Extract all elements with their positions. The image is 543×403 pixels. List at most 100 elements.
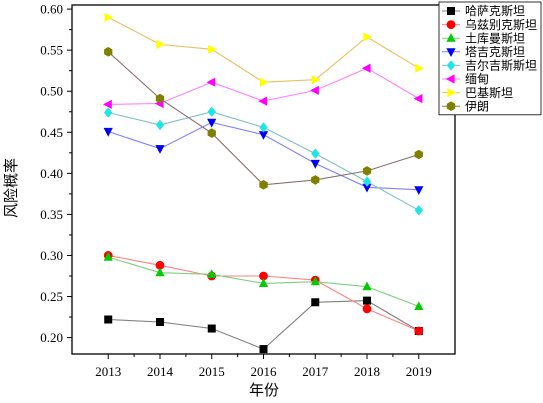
data-point (207, 269, 217, 278)
legend-item: 哈萨克斯坦 (442, 4, 525, 18)
data-point (155, 145, 165, 154)
data-point (258, 131, 269, 140)
legend-marker (446, 101, 456, 111)
legend-marker (447, 7, 455, 15)
data-point (259, 271, 268, 281)
legend-label: 土库曼斯坦 (465, 30, 525, 45)
data-point (103, 99, 112, 109)
x-tick-label: 2019 (406, 364, 432, 379)
data-point (311, 298, 320, 307)
data-point (155, 267, 165, 277)
legend-item: 巴基斯坦 (442, 86, 513, 100)
data-point (208, 44, 217, 54)
data-point (155, 119, 165, 131)
data-point (258, 96, 268, 106)
data-point (310, 159, 320, 169)
y-tick-label: 0.30 (40, 248, 63, 263)
data-point (413, 94, 423, 104)
y-tick-label: 0.60 (40, 2, 63, 17)
data-point (414, 149, 423, 160)
x-tick-label: 2014 (147, 364, 174, 379)
data-point (156, 39, 166, 49)
data-point (362, 176, 372, 187)
data-point (207, 324, 216, 333)
data-point (414, 301, 424, 310)
legend-item: 伊朗 (442, 99, 489, 113)
legend-label: 哈萨克斯坦 (465, 4, 525, 18)
y-tick-label: 0.20 (40, 330, 63, 345)
legend-label: 巴基斯坦 (465, 86, 513, 100)
x-tick-label: 2018 (354, 364, 380, 379)
legend-label: 伊朗 (465, 99, 489, 113)
legend-marker (447, 88, 457, 98)
legend-item: 缅甸 (442, 72, 489, 86)
data-point (311, 75, 321, 85)
y-tick-label: 0.50 (40, 84, 63, 99)
data-point (361, 63, 371, 73)
data-point (258, 278, 269, 287)
axes: 2013 2014 2015 2016 2017 2018 2019 0.20 0.25 0.30… (40, 2, 456, 379)
data-point (103, 127, 113, 137)
data-point (310, 85, 319, 95)
x-tick-label: 2017 (302, 364, 329, 379)
data-point (259, 180, 268, 190)
series-1 (104, 296, 423, 354)
data-point (259, 122, 268, 133)
legend-marker (446, 20, 456, 29)
series-line (108, 300, 420, 350)
data-point (155, 93, 165, 104)
series-layer (103, 12, 424, 354)
data-point (414, 186, 424, 195)
legend-item: 塔吉克斯坦 (442, 45, 525, 59)
data-point (104, 107, 113, 118)
data-point (362, 183, 372, 193)
data-point (103, 251, 113, 261)
series-3 (103, 251, 424, 310)
data-point (155, 260, 165, 270)
series-4 (103, 118, 424, 195)
data-point (362, 166, 372, 176)
data-point (362, 281, 372, 291)
data-point (311, 175, 320, 185)
series-5 (104, 106, 423, 216)
data-point (363, 296, 372, 305)
data-point (363, 32, 373, 42)
data-point (207, 106, 216, 117)
legend-item: 土库曼斯坦 (442, 30, 525, 45)
data-point (311, 148, 320, 159)
data-point (415, 63, 424, 73)
legend-label: 吉尔吉斯斯坦 (465, 58, 537, 73)
data-point (206, 77, 216, 87)
y-tick-label: 0.40 (40, 166, 63, 181)
legend-item: 乌兹别克斯坦 (442, 17, 537, 32)
legend-label: 塔吉克斯坦 (465, 45, 525, 59)
data-point (104, 12, 114, 22)
legend-marker (446, 33, 456, 42)
series-line (107, 16, 420, 83)
plot-frame (71, 4, 456, 355)
data-point (155, 317, 164, 326)
data-point (414, 326, 424, 336)
legend-marker (446, 48, 456, 57)
data-point (104, 315, 113, 324)
series-7 (104, 12, 424, 87)
legend-label: 缅甸 (465, 72, 489, 86)
legend-box (438, 1, 542, 116)
legend-marker (445, 74, 455, 84)
data-point (207, 118, 217, 128)
y-tick-label: 0.45 (40, 125, 63, 140)
series-2 (103, 251, 424, 336)
x-tick-label: 2015 (199, 364, 225, 379)
data-point (207, 128, 216, 138)
series-6 (103, 63, 423, 109)
y-tick-label: 0.35 (40, 207, 63, 222)
x-tick-label: 2013 (95, 364, 121, 379)
data-point (259, 77, 269, 87)
series-line (108, 254, 420, 332)
data-point (104, 47, 113, 57)
y-tick-label: 0.55 (40, 43, 63, 58)
series-8 (104, 47, 423, 190)
y-axis-title: 风险概率 (2, 158, 20, 218)
